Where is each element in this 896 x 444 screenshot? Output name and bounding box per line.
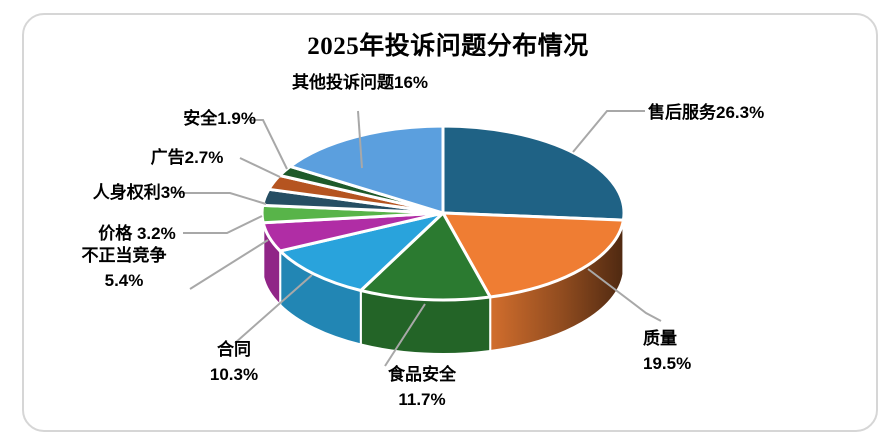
leader-line-contract — [234, 274, 313, 344]
slice-label-contract: 合同 10.3% — [209, 340, 259, 384]
slice-label-personal-rights: 人身权利3% — [92, 183, 186, 202]
slice-label-unfair-competition: 不正当竞争 5.4% — [81, 246, 167, 290]
slice-label-safety: 安全1.9% — [183, 109, 256, 128]
slice-label-advertising: 广告2.7% — [150, 148, 224, 167]
leader-line-food-safety — [384, 303, 426, 367]
pie-leader-lines — [171, 110, 662, 367]
leader-line-aftersales — [572, 110, 645, 153]
pie-top-slices — [260, 124, 626, 302]
leader-line-advertising — [239, 157, 281, 178]
slice-label-aftersales: 售后服务26.3% — [648, 103, 765, 122]
slice-label-price: 价格 3.2% — [98, 224, 176, 243]
leader-line-quality — [587, 268, 662, 322]
leader-line-other — [357, 110, 363, 169]
slice-label-other: 其他投诉问题16% — [291, 73, 429, 92]
leader-line-personal-rights — [171, 192, 267, 205]
pie-slice-contract — [278, 211, 445, 292]
slice-label-quality: 质量 19.5% — [643, 329, 692, 373]
pie-slice-quality — [441, 211, 625, 299]
leader-line-safety — [249, 119, 288, 170]
chart-title: 2025年投诉问题分布情况 — [307, 33, 589, 60]
pie-slice-aftersales — [441, 124, 626, 222]
pie-slice-other — [288, 124, 445, 215]
slice-label-food-safety: 食品安全 11.7% — [388, 365, 456, 409]
leader-line-unfair-competition — [189, 239, 269, 290]
pie-slice-food-safety — [359, 211, 492, 302]
leader-line-price — [183, 215, 263, 234]
